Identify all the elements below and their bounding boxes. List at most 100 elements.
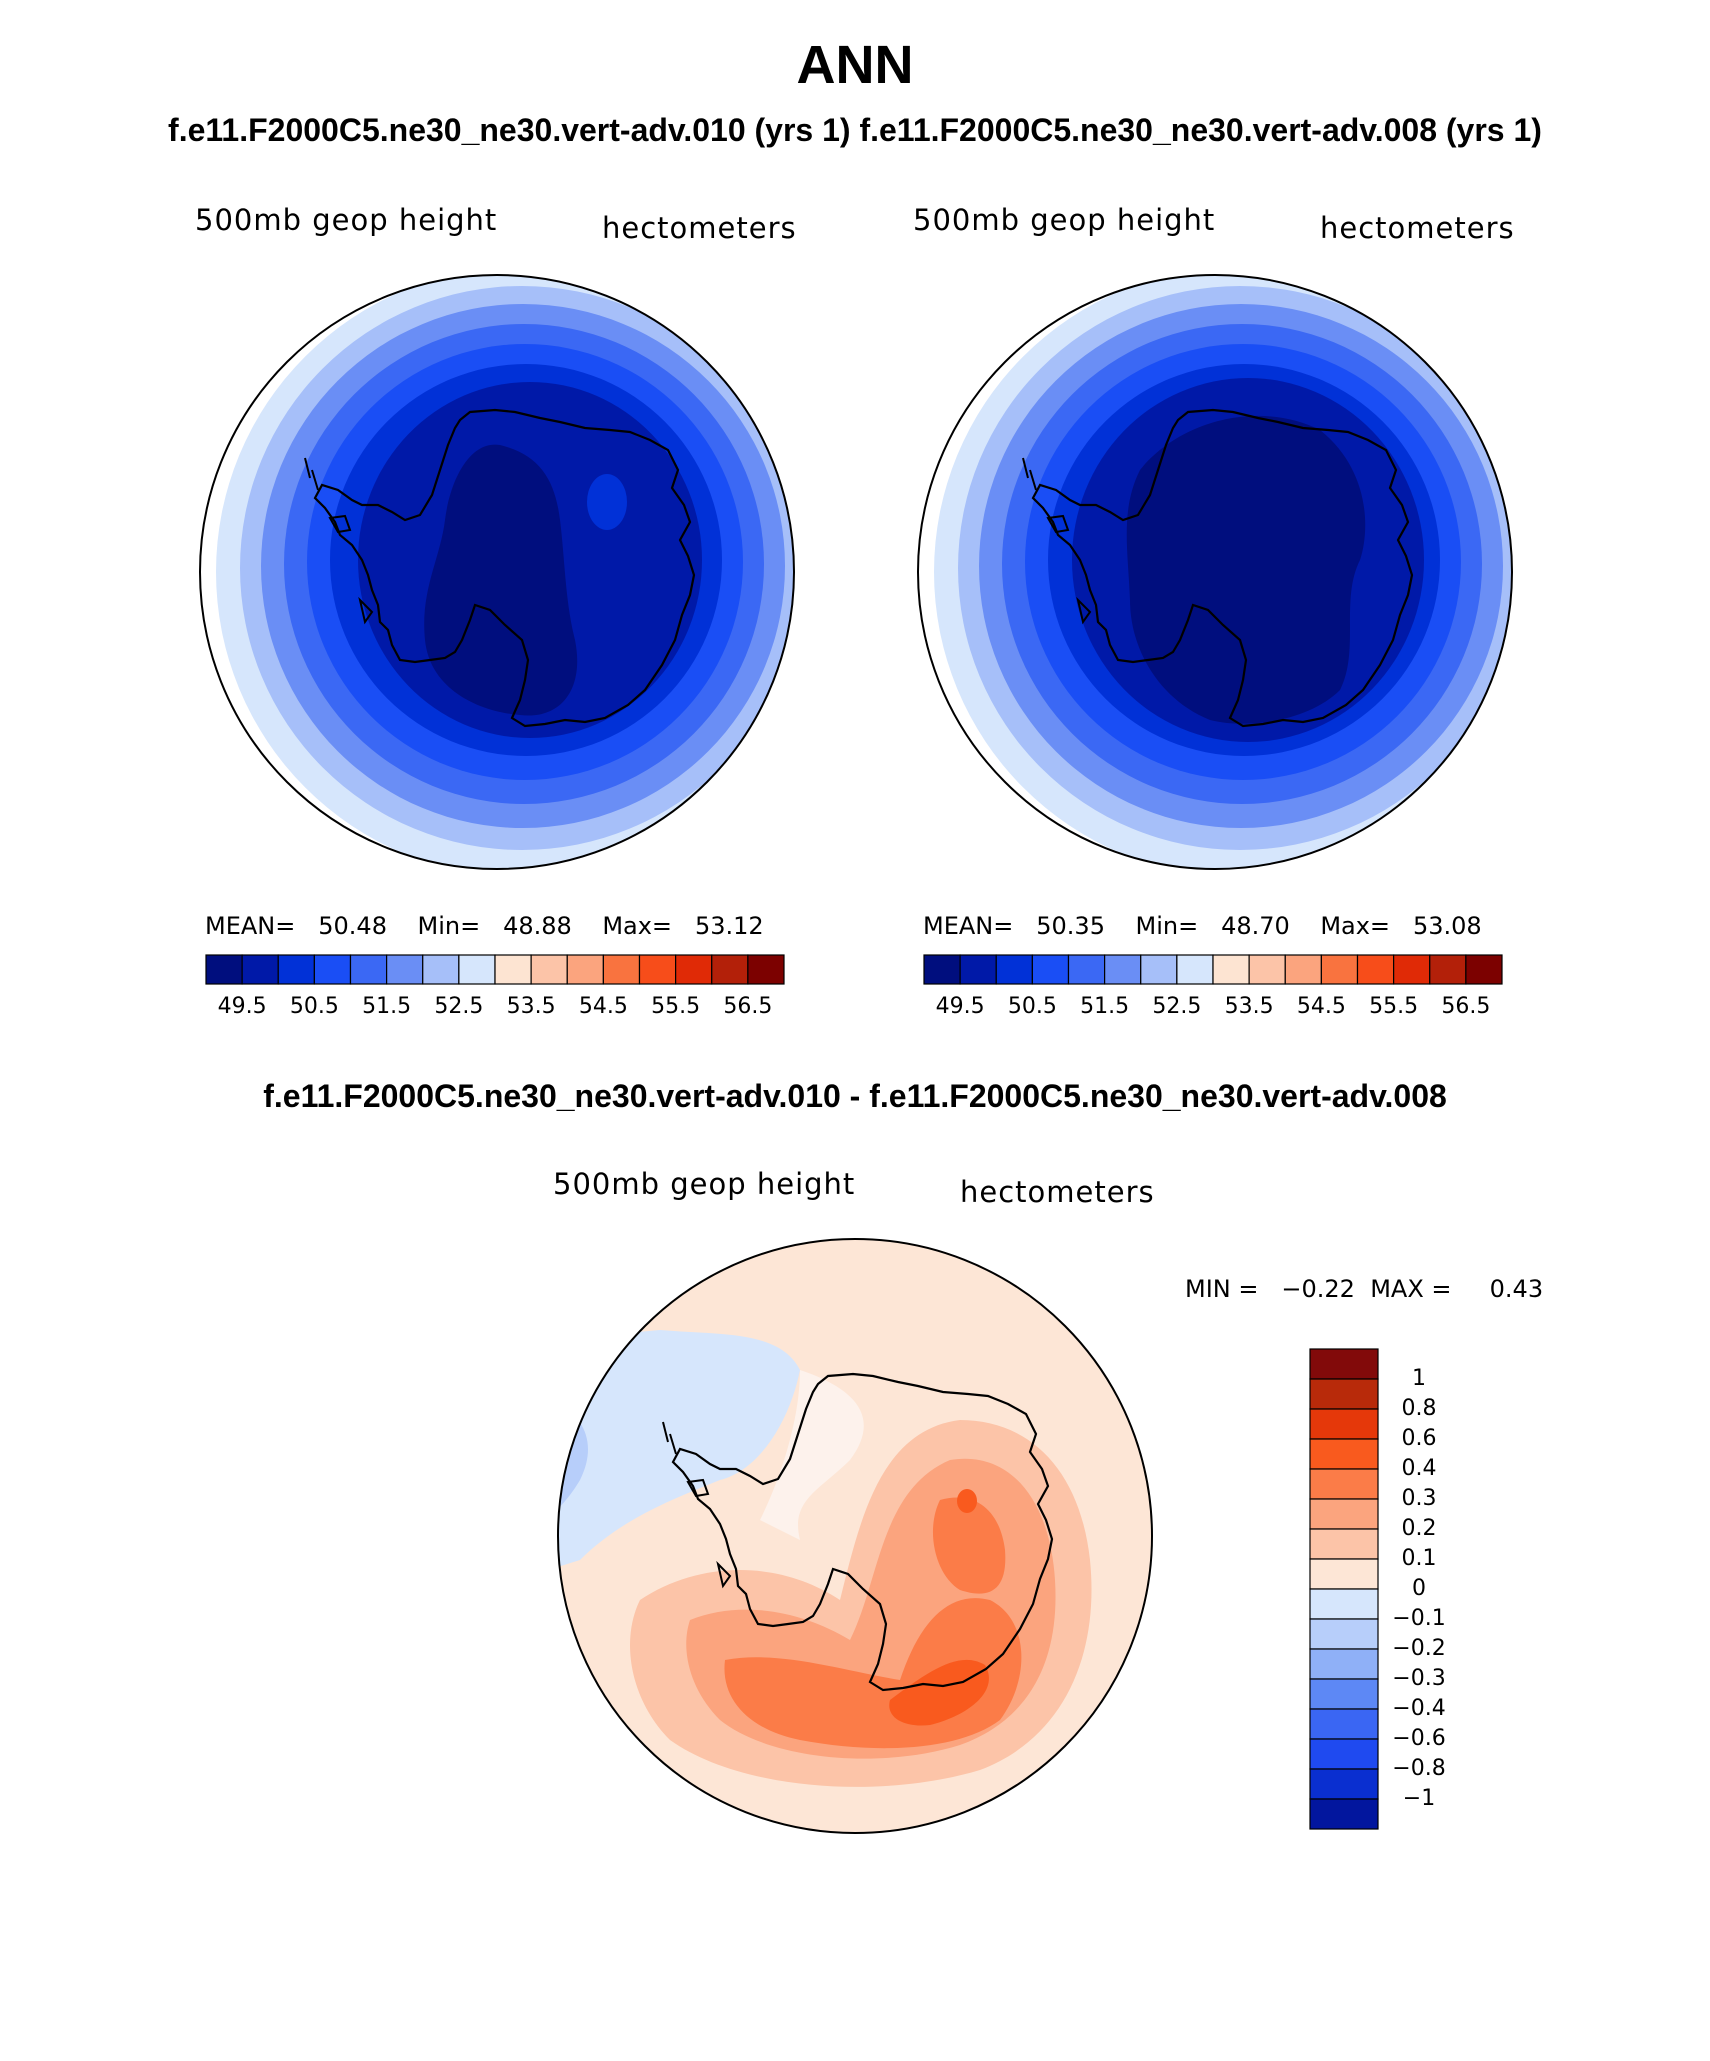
panel2-min-label: Min= [1135,912,1199,940]
diff-min-label: MIN = [1185,1275,1259,1303]
panel1-colorbar-swatch [277,954,315,985]
panel1-colorbar-tick-label: 51.5 [362,994,412,1019]
diff-colorbar-tick-label: −0.6 [1392,1726,1446,1751]
panel2-colorbar-tick-label: 52.5 [1152,994,1202,1019]
panel1-stats: MEAN= 50.48 Min= 48.88 Max= 53.12 [205,912,764,940]
diff-colorbar-swatch [1309,1498,1379,1530]
panel1-colorbar-swatch [638,954,677,985]
diff-colorbar-swatch [1309,1648,1379,1680]
diff-colorbar [1309,1348,1379,1830]
panel1-colorbar-swatch [422,954,460,985]
panel2-mean-label: MEAN= [923,912,1014,940]
panel1-max-value: 53.12 [694,912,764,940]
panel2-colorbar-swatch [1356,954,1395,985]
case-a-title: f.e11.F2000C5.ne30_ne30.vert-adv.010 (yr… [168,112,851,148]
panel1-colorbar-swatch [458,954,496,985]
panel2-colorbar-swatch [1248,954,1286,985]
plot-title: ANN [796,35,914,95]
panel1-colorbar-swatch [205,954,243,985]
panel2-colorbar-swatch [1212,954,1250,985]
diff-colorbar-tick-label: −1 [1402,1786,1436,1811]
diff-boundary [557,1238,1153,1834]
diff-colorbar-tick-label: 0.2 [1401,1516,1437,1541]
panel2-colorbar-swatch [1031,954,1070,985]
diff-colorbar-swatch [1309,1768,1379,1800]
panel1-colorbar-swatch [675,954,713,985]
panel2-colorbar-swatch [1393,954,1431,985]
panel1-mean-label: MEAN= [205,912,296,940]
diff-colorbar-swatch [1309,1708,1379,1740]
case-b-title: f.e11.F2000C5.ne30_ne30.vert-adv.008 (yr… [859,112,1542,148]
diff-colorbar-tick-label: 0 [1412,1576,1426,1601]
panel2-coastline [1031,408,1414,728]
panel1-colorbar-swatch [566,954,604,985]
diff-colorbar-tick-label: 0.6 [1401,1426,1437,1451]
diff-title: f.e11.F2000C5.ne30_ne30.vert-adv.010 - f… [263,1078,1447,1114]
panel2-colorbar-swatch [1104,954,1142,985]
panel2-max-label: Max= [1320,912,1391,940]
panel2-max-value: 53.08 [1412,912,1482,940]
panel1-colorbar-tick-label: 55.5 [651,994,701,1019]
panel1-colorbar-tick-label: 56.5 [723,994,773,1019]
panel2-mean-value: 50.35 [1036,912,1105,940]
panel2-colorbar-tick-label: 50.5 [1007,994,1057,1019]
diff-colorbar-swatch [1309,1588,1379,1620]
diff-colorbar-tick-label: 0.8 [1401,1396,1437,1421]
diff-colorbar-tick-label: 0.3 [1401,1486,1437,1511]
diff-min-value: −0.22 [1281,1275,1355,1303]
case-titles: f.e11.F2000C5.ne30_ne30.vert-adv.010 (yr… [0,112,1710,149]
diff-minmax: MIN = −0.22 MAX = 0.43 [1185,1275,1543,1303]
diff-colorbar-swatch [1309,1468,1379,1500]
diff-coastline [671,1372,1054,1692]
panel1-boundary [199,274,795,870]
panel1-colorbar-swatch [494,954,532,985]
panel1-colorbar-swatch [711,954,749,985]
diff-colorbar-swatch [1309,1798,1379,1830]
panel2-colorbar-swatch [1429,954,1467,985]
diff-colorbar-swatch [1309,1738,1379,1770]
diff-colorbar-tick-label: −0.8 [1392,1756,1446,1781]
diff-colorbar-tick-label: 0.1 [1401,1546,1437,1571]
panel1-colorbar-tick-label: 53.5 [506,994,556,1019]
panel1-colorbar-tick-label: 50.5 [289,994,339,1019]
diff-colorbar-swatch [1309,1618,1379,1650]
diff-variable: 500mb geop height [553,1167,856,1201]
diff-colorbar-tick-label: −0.3 [1392,1666,1446,1691]
diff-colorbar-swatch [1309,1348,1379,1380]
panel1-colorbar [205,954,785,985]
panel2-colorbar-tick-label: 55.5 [1369,994,1419,1019]
diff-colorbar-swatch [1309,1678,1379,1710]
panel1-min-value: 48.88 [503,912,572,940]
panel1-map [200,275,794,869]
diff-colorbar-tick-label: −0.4 [1392,1696,1446,1721]
panel1-coastline [313,408,696,728]
diff-max-value: 0.43 [1489,1275,1544,1303]
diff-colorbar-swatch [1309,1528,1379,1560]
panel2-min-value: 48.70 [1221,912,1290,940]
panel2-colorbar-swatch [1320,954,1359,985]
diff-colorbar-swatch [1309,1378,1379,1410]
panel1-mean-value: 50.48 [318,912,387,940]
panel1-max-label: Max= [602,912,673,940]
panel1-variable: 500mb geop height [195,203,498,237]
panel2-colorbar-swatch [959,954,997,985]
panel2-colorbar-tick-label: 53.5 [1224,994,1274,1019]
panel2-colorbar-swatch [1067,954,1106,985]
panel2-boundary [917,274,1513,870]
diff-map [558,1239,1152,1833]
diff-colorbar-tick-label: 0.4 [1401,1456,1437,1481]
panel2-colorbar-tick-label: 49.5 [935,994,985,1019]
panel2-stats: MEAN= 50.35 Min= 48.70 Max= 53.08 [923,912,1482,940]
panel1-min-label: Min= [417,912,481,940]
panel2-colorbar-swatch [1284,954,1322,985]
diff-colorbar-tick-label: −0.2 [1392,1636,1446,1661]
panel1-colorbar-tick-label: 49.5 [217,994,267,1019]
panel2-colorbar-swatch [1140,954,1178,985]
panel2-colorbar-swatch [995,954,1033,985]
diff-colorbar-swatch [1309,1558,1379,1590]
panel2-map [918,275,1512,869]
panel1-colorbar-tick-label: 52.5 [434,994,484,1019]
diff-colorbar-swatch [1309,1408,1379,1440]
panel1-colorbar-swatch [349,954,388,985]
